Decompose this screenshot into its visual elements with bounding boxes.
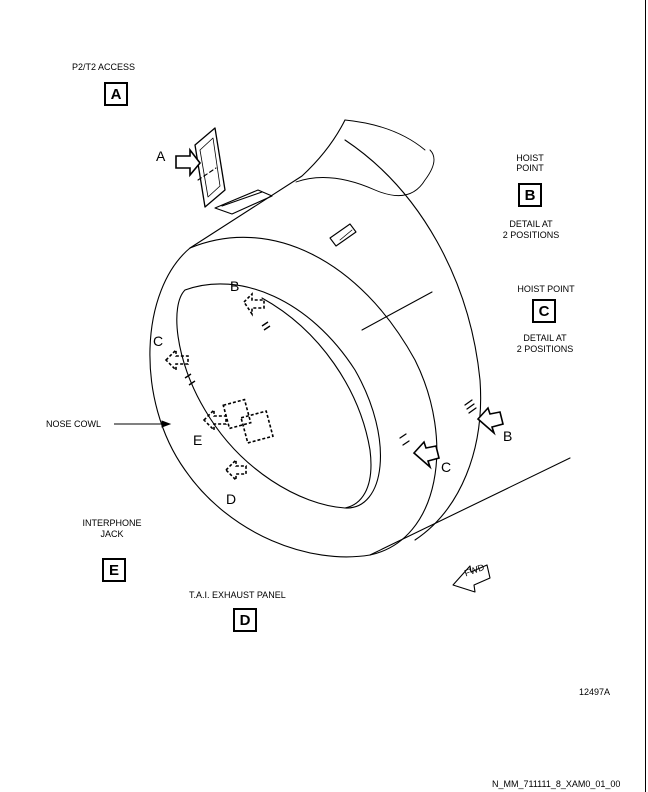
callout-a: A — [156, 148, 166, 164]
nacelle-top-curve — [344, 119, 426, 151]
detail-b-label-line2: POINT — [516, 163, 544, 173]
detail-b-box: B — [518, 183, 542, 207]
tai-exhaust-panel-outline — [222, 398, 252, 430]
cowl-outer-rim — [149, 247, 371, 558]
detail-b-note-line2: 2 POSITIONS — [502, 230, 560, 240]
detail-e-label-line1: INTERPHONE — [82, 518, 142, 528]
solid-arrow-c-outer — [412, 440, 440, 470]
figure-number: 12497A — [579, 687, 611, 697]
inlet-lip-outer — [189, 236, 438, 556]
panel-seam — [361, 291, 433, 331]
detail-a-box: A — [104, 82, 128, 106]
callout-e-inner: E — [193, 432, 203, 448]
detail-e-label-line2: JACK — [100, 529, 124, 539]
dashed-arrow-c-inner — [164, 348, 189, 372]
strut-fairing — [214, 189, 273, 215]
inlet-lip-inner — [176, 283, 382, 509]
dashed-arrow-e-inner — [202, 408, 227, 432]
top-small-panel — [329, 223, 357, 247]
nacelle-upper-shell — [295, 149, 435, 197]
detail-c-label: HOIST POINT — [517, 284, 575, 294]
drawing-id: N_MM_711111_8_XAM0_01_00 — [492, 779, 621, 789]
detail-d-label: T.A.I. EXHAUST PANEL — [189, 590, 286, 600]
detail-c-box: C — [532, 299, 556, 323]
callout-c-outer: C — [441, 459, 452, 475]
hoist-mark-c-outer — [399, 433, 410, 446]
detail-c-note-line2: 2 POSITIONS — [516, 344, 574, 354]
nose-cowl-leader-arrowhead — [161, 420, 172, 428]
callout-b-inner: B — [230, 278, 240, 294]
interphone-jack-outline — [240, 410, 274, 444]
detail-a-label: P2/T2 ACCESS — [72, 62, 136, 72]
detail-c-note-line1: DETAIL AT — [523, 333, 567, 343]
fwd-arrow — [452, 564, 491, 593]
p2t2-access-door — [194, 127, 226, 208]
hoist-mark-b-outer — [464, 399, 477, 414]
detail-b-label-line1: HOIST — [516, 153, 544, 163]
nose-cowl-label: NOSE COWL — [46, 419, 102, 429]
solid-arrow-a — [175, 147, 202, 178]
nacelle-bottom-outline — [369, 457, 571, 556]
detail-b-note-line1: DETAIL AT — [509, 219, 553, 229]
callout-b-outer: B — [503, 428, 513, 444]
cowl-aft-shell — [344, 139, 482, 541]
dashed-arrow-b-inner — [242, 292, 265, 317]
detail-d-box: D — [233, 608, 257, 632]
callout-d-inner: D — [226, 491, 237, 507]
detail-e-box: E — [102, 558, 126, 582]
dashed-arrow-d-inner — [224, 458, 247, 482]
inlet-throat — [261, 297, 372, 509]
callout-c-inner: C — [153, 333, 164, 349]
nacelle-top-outline — [189, 119, 346, 249]
solid-arrow-b-outer — [476, 406, 504, 436]
right-border-line — [645, 0, 646, 792]
